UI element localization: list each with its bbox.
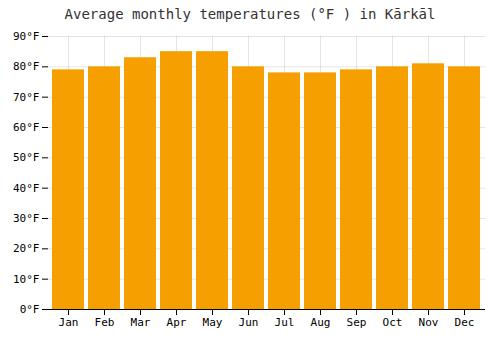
svg-text:60°F: 60°F [13, 121, 40, 134]
svg-text:10°F: 10°F [13, 273, 40, 286]
svg-text:Apr: Apr [167, 316, 187, 329]
svg-text:Jul: Jul [275, 316, 295, 329]
html-text:Average monthly temperatures (: Average monthly temperatures (°F ) in Kā… [64, 6, 436, 22]
svg-text:80°F: 80°F [13, 60, 40, 73]
svg-text:Dec: Dec [455, 316, 475, 329]
svg-text:0°F: 0°F [20, 303, 40, 316]
svg-text:Jan: Jan [59, 316, 79, 329]
svg-text:30°F: 30°F [13, 212, 40, 225]
svg-text:Mar: Mar [131, 316, 151, 329]
svg-text:40°F: 40°F [13, 182, 40, 195]
svg-text:70°F: 70°F [13, 91, 40, 104]
svg-text:Jun: Jun [239, 316, 259, 329]
svg-text:May: May [203, 316, 223, 329]
svg-text:Oct: Oct [383, 316, 403, 329]
svg-text:Sep: Sep [347, 316, 367, 329]
svg-text:Aug: Aug [311, 316, 331, 329]
svg-text:50°F: 50°F [13, 151, 40, 164]
svg-text:20°F: 20°F [13, 242, 40, 255]
svg-text:Feb: Feb [95, 316, 115, 329]
svg-text:Nov: Nov [419, 316, 439, 329]
svg-text:90°F: 90°F [13, 30, 40, 43]
